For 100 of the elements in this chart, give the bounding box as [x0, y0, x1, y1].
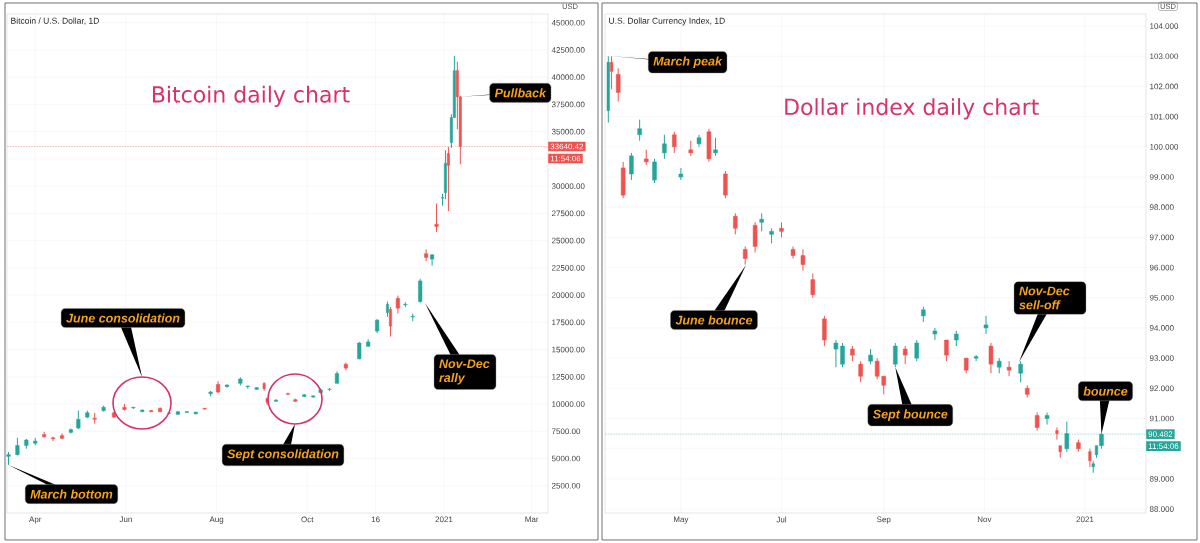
candlestick	[858, 360, 863, 383]
x-tick-label: 16	[371, 516, 380, 523]
candlestick	[996, 357, 1002, 374]
y-tick-label: 27500.00	[551, 210, 585, 217]
ref-line-label: 33640.42	[550, 143, 584, 150]
candlestick	[285, 392, 290, 396]
y-tick-label: 25000.00	[551, 237, 585, 244]
candlestick	[606, 55, 610, 124]
candlestick	[1058, 445, 1062, 459]
y-tick-label: 99.000	[1149, 174, 1174, 180]
annotation: Bitcoin daily chart	[152, 85, 350, 107]
candlestick	[973, 354, 979, 362]
candlestick	[620, 161, 626, 199]
y-tick-label: 97.000	[1149, 234, 1174, 241]
candlestick	[678, 167, 684, 181]
candlestick	[254, 386, 259, 391]
candlestick	[629, 152, 634, 181]
y-tick-label: 104.000	[1150, 23, 1179, 29]
candlestick	[944, 339, 949, 362]
ref-line-label: 90.482	[1148, 431, 1173, 437]
candlestick	[131, 406, 136, 410]
candlestick	[769, 227, 774, 244]
candlestick	[662, 134, 667, 160]
candlestick	[790, 245, 796, 260]
candlestick	[733, 212, 738, 235]
candlestick	[15, 437, 20, 456]
candlestick	[293, 398, 298, 403]
candlestick	[696, 134, 702, 148]
candlestick	[208, 390, 213, 397]
candlestick	[42, 431, 47, 439]
y-tick-label: 7500.00	[551, 428, 581, 435]
y-tick-label: 95.000	[1149, 294, 1174, 301]
candlestick	[175, 410, 180, 415]
y-tick-label: 93.000	[1149, 355, 1174, 361]
candlestick	[68, 428, 73, 434]
candlestick	[644, 149, 649, 166]
candlestick	[434, 203, 439, 233]
y-tick-label: 94.000	[1149, 325, 1174, 331]
x-tick-label: 2021	[435, 516, 453, 523]
candlestick	[963, 357, 969, 374]
candlestick	[723, 170, 728, 199]
y-tick-label: 92.000	[1149, 385, 1174, 392]
x-tick-label: Aug	[209, 516, 224, 524]
candlestick	[357, 341, 362, 360]
chart-title: U.S. Dollar Currency Index, 1D	[609, 17, 725, 26]
y-tick-label: 103.000	[1150, 53, 1179, 60]
candlestick	[713, 137, 718, 157]
x-tick-label: Jul	[776, 516, 787, 523]
y-tick-label: 10000.00	[552, 401, 585, 407]
candlestick	[24, 438, 29, 450]
candlestick	[1076, 439, 1081, 453]
candlestick	[932, 327, 938, 341]
candlestick	[988, 342, 994, 374]
candlestick	[311, 394, 316, 399]
text: 11:54:06	[1148, 443, 1179, 449]
candlestick	[149, 409, 154, 413]
candlestick	[245, 385, 250, 390]
candlestick	[140, 408, 145, 413]
candlestick	[706, 128, 712, 163]
y-tick-label: 12500.00	[552, 373, 585, 380]
y-tick-label: 22500.00	[551, 265, 585, 271]
candlestick	[752, 221, 758, 253]
x-tick-label: Nov	[977, 516, 992, 523]
candlestick	[610, 55, 614, 90]
candlestick	[868, 348, 873, 365]
candlestick	[779, 221, 784, 238]
x-tick-label: May	[673, 516, 689, 524]
annotation: Sept consolidation	[227, 449, 339, 461]
annotation: bounce	[1083, 386, 1128, 396]
candlestick	[1044, 411, 1050, 426]
y-tick-label: 100.000	[1150, 143, 1179, 150]
y-tick-label: 2500.00	[551, 482, 581, 489]
y-tick-label: 5000.00	[551, 455, 581, 462]
annotation: June bounce	[675, 315, 753, 325]
y-tick-label: 45000.00	[551, 19, 585, 26]
y-tick-label: 35000.00	[551, 128, 585, 135]
annotation: March peak	[653, 56, 723, 69]
annotation: June consolidation	[66, 313, 180, 323]
candlestick	[1025, 384, 1030, 398]
candlestick	[850, 345, 855, 362]
candlestick	[914, 339, 919, 362]
candlestick	[202, 407, 207, 411]
x-tick-label: Sep	[876, 516, 891, 524]
candlestick	[810, 273, 816, 299]
x-tick-label: Mar	[525, 516, 539, 523]
candlestick	[122, 403, 127, 412]
x-tick-label: Jun	[119, 516, 132, 523]
y-tick-label: 20000.00	[551, 292, 585, 298]
candlestick	[615, 67, 621, 103]
annotation: Pullback	[494, 88, 547, 98]
y-tick-label: 88.000	[1149, 506, 1174, 512]
candlestick	[822, 315, 827, 347]
candlestick	[51, 436, 56, 442]
y-tick-label: 37500.00	[551, 101, 585, 108]
y-tick-label: 98.000	[1149, 204, 1174, 211]
candlestick	[1006, 360, 1012, 377]
text: 11:54:06	[550, 155, 581, 162]
y-tick-label: 40000.00	[551, 74, 585, 81]
candlestick	[76, 410, 81, 430]
annotation: March bottom	[30, 489, 113, 499]
